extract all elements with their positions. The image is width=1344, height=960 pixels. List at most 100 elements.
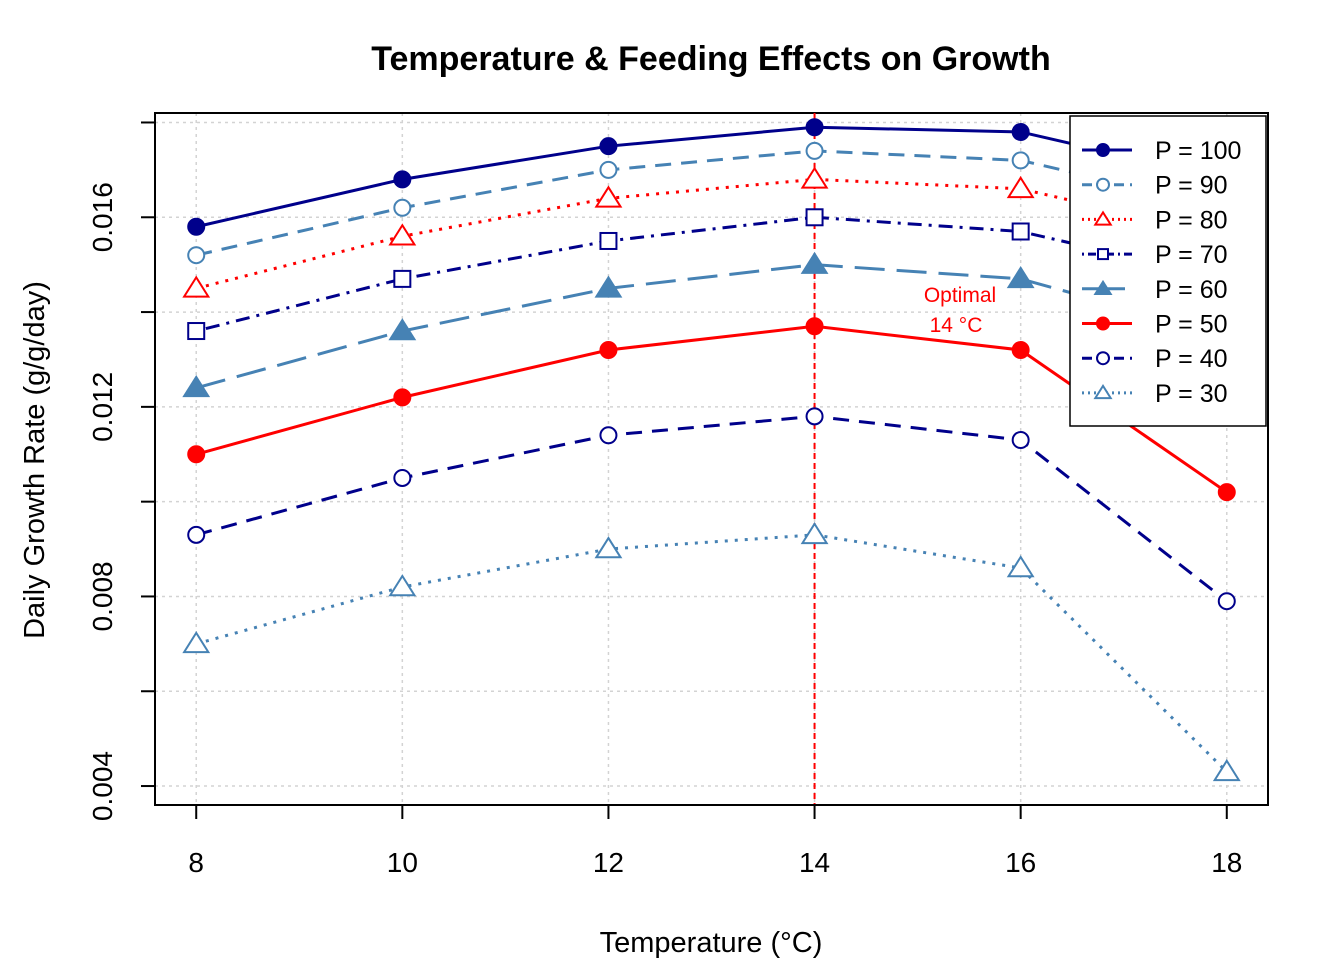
data-point <box>805 317 824 336</box>
legend-label: P = 70 <box>1155 241 1228 269</box>
legend-box <box>1069 115 1267 427</box>
series-p30 <box>182 521 1241 782</box>
data-point <box>1011 122 1030 141</box>
data-point <box>1212 758 1241 782</box>
series-line <box>195 263 1228 390</box>
legend-label: P = 90 <box>1155 172 1228 200</box>
data-point <box>1011 222 1030 241</box>
x-tick-label: 8 <box>188 847 204 878</box>
y-axis-label: Daily Growth Rate (g/g/day) <box>19 281 51 639</box>
x-tick-label: 10 <box>387 847 418 878</box>
data-point <box>599 231 618 250</box>
chart-title: Temperature & Feeding Effects on Growth <box>371 40 1050 78</box>
series-line <box>195 149 1228 257</box>
data-point <box>1217 592 1236 611</box>
data-point <box>182 275 211 298</box>
axes: 8 10 12 14 16 18 0.004 0.008 0.012 0.016 <box>87 121 1242 878</box>
data-point <box>800 166 829 189</box>
data-point <box>599 340 618 359</box>
optimal-temperature-label: 14 °C <box>930 314 983 337</box>
data-point <box>805 141 824 160</box>
data-point <box>187 525 206 544</box>
legend-item: P = 80 <box>1082 206 1228 234</box>
data-point <box>599 160 618 179</box>
x-tick-label: 18 <box>1211 847 1242 878</box>
data-point <box>1011 340 1030 359</box>
x-tick-label: 16 <box>1005 847 1036 878</box>
data-point <box>805 407 824 426</box>
series-group <box>182 118 1241 782</box>
legend-label: P = 30 <box>1155 380 1228 408</box>
legend-marker <box>1097 248 1109 261</box>
data-point <box>393 198 412 217</box>
legend-marker <box>1096 143 1110 157</box>
data-point <box>599 426 618 445</box>
data-point <box>805 208 824 227</box>
data-point <box>800 521 829 545</box>
data-point <box>393 170 412 189</box>
legend-marker <box>1096 316 1110 331</box>
y-tick-label: 0.016 <box>87 182 118 252</box>
data-point <box>388 223 417 246</box>
legend-item: P = 40 <box>1082 345 1228 373</box>
data-point <box>393 269 412 288</box>
data-point <box>594 536 623 559</box>
series-p100 <box>187 118 1236 236</box>
series-p50 <box>187 317 1236 502</box>
data-point <box>388 318 417 341</box>
data-point <box>594 185 623 208</box>
legend-marker <box>1093 384 1113 400</box>
data-point <box>388 574 417 597</box>
legend-item: P = 90 <box>1082 172 1228 200</box>
legend-item: P = 70 <box>1082 241 1228 269</box>
x-axis-label: Temperature (°C) <box>600 927 823 959</box>
data-point <box>187 246 206 265</box>
legend: P = 100 P = 90 P = 80 P = 70 P = 60 P = 50 P =… <box>1069 115 1267 427</box>
y-tick-label: 0.004 <box>87 751 118 821</box>
x-tick-label: 12 <box>593 847 624 878</box>
legend-marker <box>1093 279 1113 296</box>
legend-label: P = 40 <box>1155 345 1228 373</box>
x-tick-label: 14 <box>799 847 830 878</box>
data-point <box>1006 175 1035 199</box>
data-point <box>1217 483 1236 502</box>
data-point <box>182 630 211 654</box>
legend-label: P = 100 <box>1155 137 1241 165</box>
series-line <box>195 324 1228 494</box>
legend-marker <box>1096 351 1110 366</box>
data-point <box>594 275 623 298</box>
y-tick-label: 0.008 <box>87 561 118 631</box>
series-line <box>195 414 1228 603</box>
legend-item: P = 60 <box>1082 276 1228 304</box>
data-point <box>182 375 211 398</box>
legend-item: P = 100 <box>1082 137 1241 165</box>
optimal-label: Optimal <box>924 284 996 307</box>
reference-line-group: Optimal 14 °C <box>813 113 996 805</box>
series-line <box>195 177 1228 290</box>
data-point <box>805 118 824 137</box>
y-tick-label: 0.012 <box>87 372 118 442</box>
data-point <box>800 251 829 274</box>
series-p40 <box>187 407 1236 611</box>
legend-marker <box>1096 177 1110 192</box>
data-point <box>1006 266 1035 289</box>
legend-marker <box>1093 210 1113 226</box>
data-point <box>1006 555 1035 578</box>
series-line <box>195 125 1228 229</box>
data-point <box>187 445 206 464</box>
legend-label: P = 60 <box>1155 276 1228 304</box>
legend-label: P = 80 <box>1155 206 1228 234</box>
data-point <box>393 388 412 407</box>
series-line <box>195 533 1228 773</box>
data-point <box>187 322 206 341</box>
series-line <box>195 215 1228 333</box>
data-point <box>187 217 206 236</box>
legend-item: P = 50 <box>1082 311 1228 339</box>
data-point <box>599 137 618 156</box>
legend-item: P = 30 <box>1082 380 1228 408</box>
data-point <box>1011 431 1030 450</box>
legend-label: P = 50 <box>1155 311 1228 339</box>
data-point <box>1011 151 1030 170</box>
